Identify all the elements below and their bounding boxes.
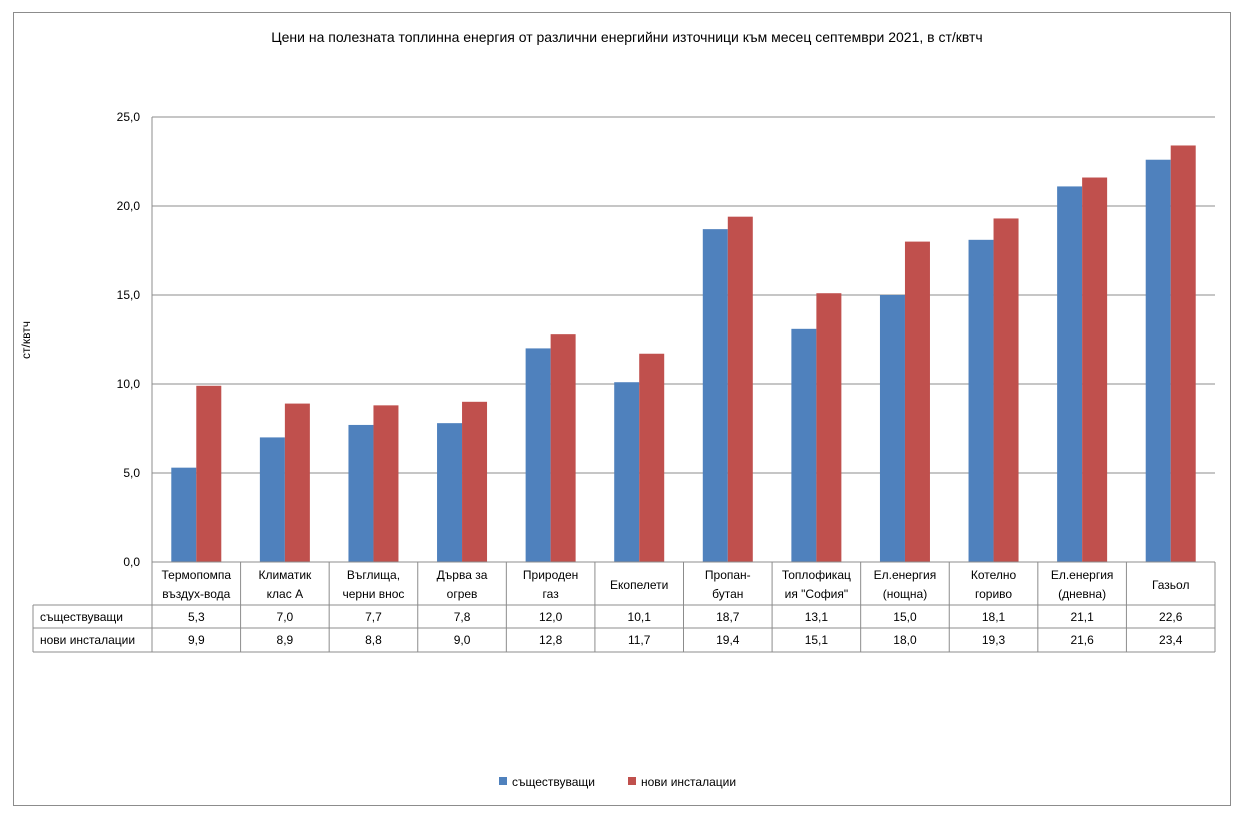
data-label: 23,4 — [1159, 633, 1183, 647]
category-label: Природен — [523, 568, 578, 582]
category-label: въздух-вода — [162, 587, 230, 601]
category-label: ия "София" — [785, 587, 848, 601]
data-label: 15,0 — [893, 610, 917, 624]
bar-new — [462, 401, 488, 562]
category-label: Дърва за — [437, 568, 488, 582]
bar-new — [550, 334, 576, 562]
bar-new — [993, 218, 1019, 562]
bar-existing — [702, 229, 728, 562]
data-label: 9,0 — [454, 633, 471, 647]
data-label: 18,0 — [893, 633, 917, 647]
category-label: (дневна) — [1058, 587, 1106, 601]
y-tick-label: 10,0 — [117, 377, 141, 391]
series-row-name: нови инсталации — [40, 633, 135, 647]
bar-existing — [968, 239, 994, 562]
category-label: Екопелети — [610, 578, 668, 592]
data-table: Термопомпа въздух-вода Климатик клас А Въгли… — [32, 561, 1216, 653]
category-label: Котелно — [971, 568, 1017, 582]
y-tick-labels: 0,0 5,0 10,0 15,0 20,0 25,0 — [117, 110, 141, 569]
data-label: 11,7 — [628, 633, 651, 647]
y-tick-label: 20,0 — [117, 199, 141, 213]
data-label: 22,6 — [1159, 610, 1183, 624]
category-label: клас А — [267, 587, 303, 601]
category-label: Топлофикац — [782, 568, 851, 582]
bar-existing — [437, 423, 463, 562]
bar-new — [904, 241, 930, 562]
bar-existing — [171, 467, 197, 562]
data-label: 12,0 — [539, 610, 563, 624]
data-label: 8,9 — [277, 633, 294, 647]
data-label: 9,9 — [188, 633, 205, 647]
data-label: 21,1 — [1070, 610, 1094, 624]
data-label: 7,8 — [454, 610, 471, 624]
data-label: 15,1 — [805, 633, 829, 647]
bar-new — [284, 403, 310, 562]
category-label: гориво — [975, 587, 1012, 601]
y-tick-label: 0,0 — [123, 555, 140, 569]
data-label: 21,6 — [1070, 633, 1094, 647]
legend-label: съществуващи — [512, 775, 595, 789]
category-label: Ел.енергия — [1051, 568, 1114, 582]
bar-existing — [879, 295, 905, 562]
bar-new — [639, 353, 665, 562]
bar-new — [1170, 145, 1196, 563]
data-label: 18,1 — [982, 610, 1006, 624]
category-label: Газьол — [1152, 578, 1190, 592]
data-label: 19,4 — [716, 633, 740, 647]
chart-title: Цени на полезната топлинна енергия от ра… — [271, 29, 982, 45]
gridlines — [151, 116, 1215, 563]
data-label: 8,8 — [365, 633, 382, 647]
data-label: 7,7 — [365, 610, 382, 624]
category-label: Термопомпа — [162, 568, 232, 582]
category-label: Въглища, — [347, 568, 400, 582]
bar-new — [1082, 177, 1108, 562]
bar-existing — [525, 348, 551, 562]
data-label: 19,3 — [982, 633, 1006, 647]
data-label: 18,7 — [716, 610, 740, 624]
category-label: Ел.енергия — [874, 568, 937, 582]
y-tick-label: 15,0 — [117, 288, 141, 302]
data-label: 10,1 — [628, 610, 652, 624]
bar-new — [373, 405, 399, 562]
bar-existing — [1057, 186, 1083, 563]
bars-group — [171, 145, 1196, 563]
legend: съществуващи нови инсталации — [499, 775, 736, 789]
bar-existing — [1145, 159, 1171, 562]
legend-swatch — [628, 777, 636, 785]
category-label: черни внос — [342, 587, 404, 601]
data-label: 7,0 — [277, 610, 294, 624]
category-label: бутан — [712, 587, 743, 601]
bar-existing — [791, 328, 817, 562]
category-label: Климатик — [258, 568, 312, 582]
data-label: 13,1 — [805, 610, 829, 624]
category-label: газ — [543, 587, 560, 601]
bar-existing — [259, 437, 285, 562]
y-tick-label: 25,0 — [117, 110, 141, 124]
legend-label: нови инсталации — [641, 775, 736, 789]
bar-new — [816, 293, 842, 562]
bar-existing — [614, 382, 640, 562]
data-label: 12,8 — [539, 633, 563, 647]
y-tick-label: 5,0 — [123, 466, 140, 480]
bar-new — [196, 385, 222, 562]
bar-existing — [348, 424, 374, 562]
data-label: 5,3 — [188, 610, 205, 624]
legend-swatch — [499, 777, 507, 785]
category-label: огрев — [447, 587, 478, 601]
category-label: Пропан- — [705, 568, 751, 582]
bar-new — [727, 216, 753, 562]
series-row-name: съществуващи — [40, 610, 123, 624]
y-axis-label: ст/квтч — [19, 321, 33, 359]
category-label: (нощна) — [883, 587, 927, 601]
